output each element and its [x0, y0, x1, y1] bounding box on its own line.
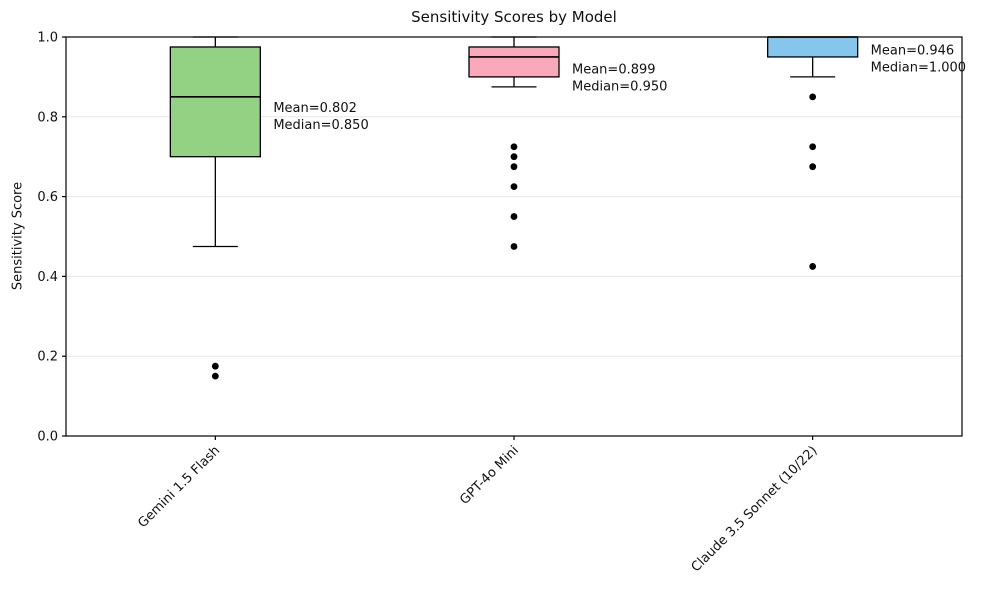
box-claude-3-5-sonnet-10-22	[767, 36, 859, 58]
y-tick-label: 0.4	[37, 270, 58, 285]
x-tick-label-gemini-1-5-flash: Gemini 1.5 Flash	[135, 443, 223, 531]
y-tick-label: 0.2	[37, 350, 58, 365]
outlier-dot-gemini-1-5-flash	[211, 372, 219, 380]
x-tick-label-gpt-4o-mini: GPT-4o Mini	[457, 443, 522, 508]
annotation-gemini-1-5-flash: Median=0.850	[273, 118, 368, 133]
chart-title: Sensitivity Scores by Model	[411, 8, 617, 26]
outlier-dot-claude-3-5-sonnet-10-22	[809, 93, 817, 101]
y-tick-label: 1.0	[37, 31, 58, 46]
outlier-dot-gemini-1-5-flash	[211, 362, 219, 370]
outlier-dot-gpt-4o-mini	[510, 143, 518, 151]
y-tick-label: 0.0	[37, 430, 58, 445]
outlier-dot-gpt-4o-mini	[510, 153, 518, 161]
box-gemini-1-5-flash	[169, 46, 261, 158]
y-tick-label: 0.6	[37, 190, 58, 205]
annotation-gpt-4o-mini: Median=0.950	[572, 79, 667, 94]
outlier-dot-gpt-4o-mini	[510, 213, 518, 220]
outlier-dot-gpt-4o-mini	[510, 183, 518, 191]
plot-frame	[65, 36, 963, 437]
outlier-dot-gpt-4o-mini	[510, 243, 518, 250]
x-tick-label-claude-3-5-sonnet-10-22: Claude 3.5 Sonnet (10/22)	[689, 443, 821, 575]
annotation-claude-3-5-sonnet-10-22: Median=1.000	[871, 61, 966, 76]
y-axis-label: Sensitivity Score	[10, 181, 26, 291]
box-gpt-4o-mini	[468, 46, 560, 78]
annotation-gpt-4o-mini: Mean=0.899	[572, 62, 656, 77]
outlier-dot-claude-3-5-sonnet-10-22	[809, 163, 817, 171]
annotation-gemini-1-5-flash: Mean=0.802	[273, 101, 357, 116]
outlier-dot-gpt-4o-mini	[510, 163, 518, 171]
outlier-dot-claude-3-5-sonnet-10-22	[809, 143, 817, 151]
y-tick-label: 0.8	[37, 110, 58, 125]
outlier-dot-claude-3-5-sonnet-10-22	[809, 263, 817, 270]
annotation-claude-3-5-sonnet-10-22: Mean=0.946	[871, 44, 955, 59]
